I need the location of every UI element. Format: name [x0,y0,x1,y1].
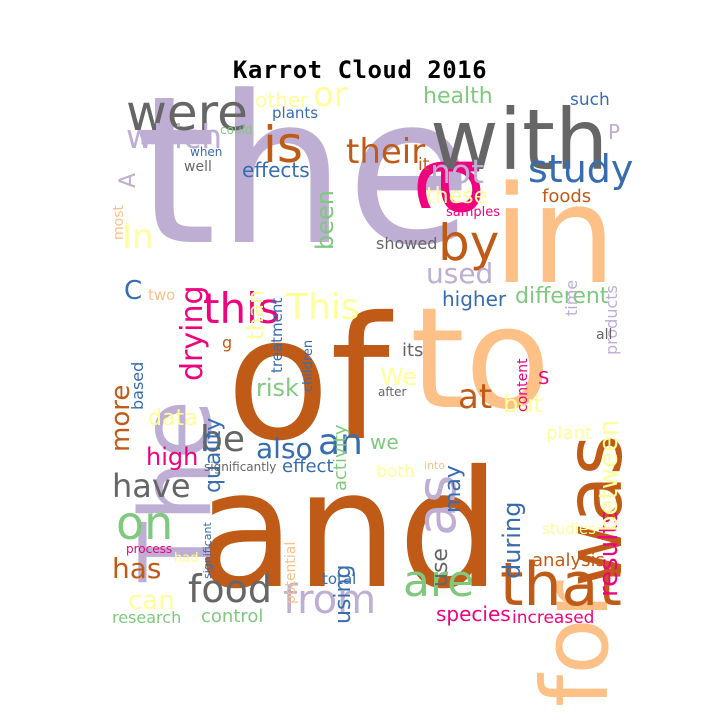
word-on: on [116,496,174,550]
word-or: or [313,75,348,115]
word-significant-vertical: significant [201,522,214,579]
word-these: these [426,184,488,209]
word-at: at [458,377,493,417]
word-two: two [148,286,176,304]
word-products-vertical: products [602,285,621,355]
word-p: P [608,120,621,144]
word-it: it [418,155,430,175]
word-the: the [136,53,473,291]
word-all: all [596,327,613,343]
word-significantly: significantly [204,460,277,474]
word-also: also [256,432,313,465]
word-were: were [126,84,248,142]
word-plant: plant [546,423,592,444]
word-could: could [220,123,253,137]
word-with: with [430,91,609,189]
word-be: be [200,419,245,460]
word-from: from [283,577,377,623]
word-health: health [423,84,493,109]
word-control: control [201,606,264,627]
word-content-vertical: content [515,358,531,412]
word-when: when [190,145,223,159]
word-data: data [148,406,198,431]
word-quality-vertical: quality [201,417,226,493]
word-not: not [430,152,485,191]
word-and: and [196,437,501,625]
word-a-vertical: A [116,172,141,188]
word-both: both [376,462,415,482]
word-food: food [188,567,272,611]
word-research: research [112,608,182,627]
word-plants: plants [272,104,319,122]
word-process: process [126,542,173,556]
word-their: their [346,132,426,172]
word-this: This [286,287,360,328]
word-study: study [528,147,634,191]
word-have: have [112,467,191,505]
word-by: by [438,214,500,272]
word-than-vertical: than [244,290,269,340]
word-studies: studies [542,520,596,538]
word-showed: showed [376,234,438,253]
word-total: total [322,570,357,588]
word-between-vertical: between [594,419,624,532]
word-but: but [503,390,543,418]
word-species: species [436,602,511,626]
word-effects: effects [242,158,310,182]
word-high: high [146,443,199,471]
word-higher: higher [442,287,507,311]
word-during-vertical: during [498,501,526,579]
word-drying-vertical: drying [175,285,210,381]
word-of: of [226,281,390,479]
word-that: that [500,550,622,620]
word-to: to [410,278,551,441]
word-foods: foods [542,186,592,207]
word-well: well [184,159,212,175]
word-children-vertical: children [301,339,316,392]
word-effect: effect [282,456,334,477]
word-after: after [378,385,407,399]
word-time-vertical: time [562,279,581,316]
word-increased: increased [512,608,595,628]
word-its: its [402,340,424,361]
word-into: into [424,459,446,472]
word-we: We [380,363,418,391]
chart-title: Karrot Cloud 2016 [232,56,488,84]
word-is: is [263,116,303,174]
word-treatment-vertical: treatment [268,297,286,373]
word-other: other [255,88,309,112]
word-such: such [570,90,610,110]
word-can: can [128,586,175,616]
word-based-vertical: based [128,361,147,410]
word-been-vertical: been [311,190,339,250]
word-analysis: analysis [532,550,605,571]
word-most-vertical: most [111,205,127,240]
word-are: are [403,556,475,607]
word-g: g [222,333,233,352]
word-in: In [122,217,154,257]
word-potential-vertical: potential [283,541,299,604]
word-had: had [174,551,199,566]
word-may-vertical: may [441,465,466,513]
word-s: S [538,368,550,389]
word-risk: risk [256,374,299,402]
word-an: an [318,422,363,463]
word-in: in [493,157,617,314]
word-we: we [370,430,399,454]
word-activity-vertical: activity [330,424,351,491]
word-cloud: the and of to in a with The for was that were is as by… [106,70,640,708]
word-use-vertical: use [428,548,453,587]
word-samples: samples [446,205,501,220]
word-this: this [203,284,280,333]
word-used: used [426,257,494,290]
word-has: has [112,552,162,585]
word-different: different [515,284,609,309]
word-c: C [124,276,143,306]
word-which: which [126,117,223,156]
